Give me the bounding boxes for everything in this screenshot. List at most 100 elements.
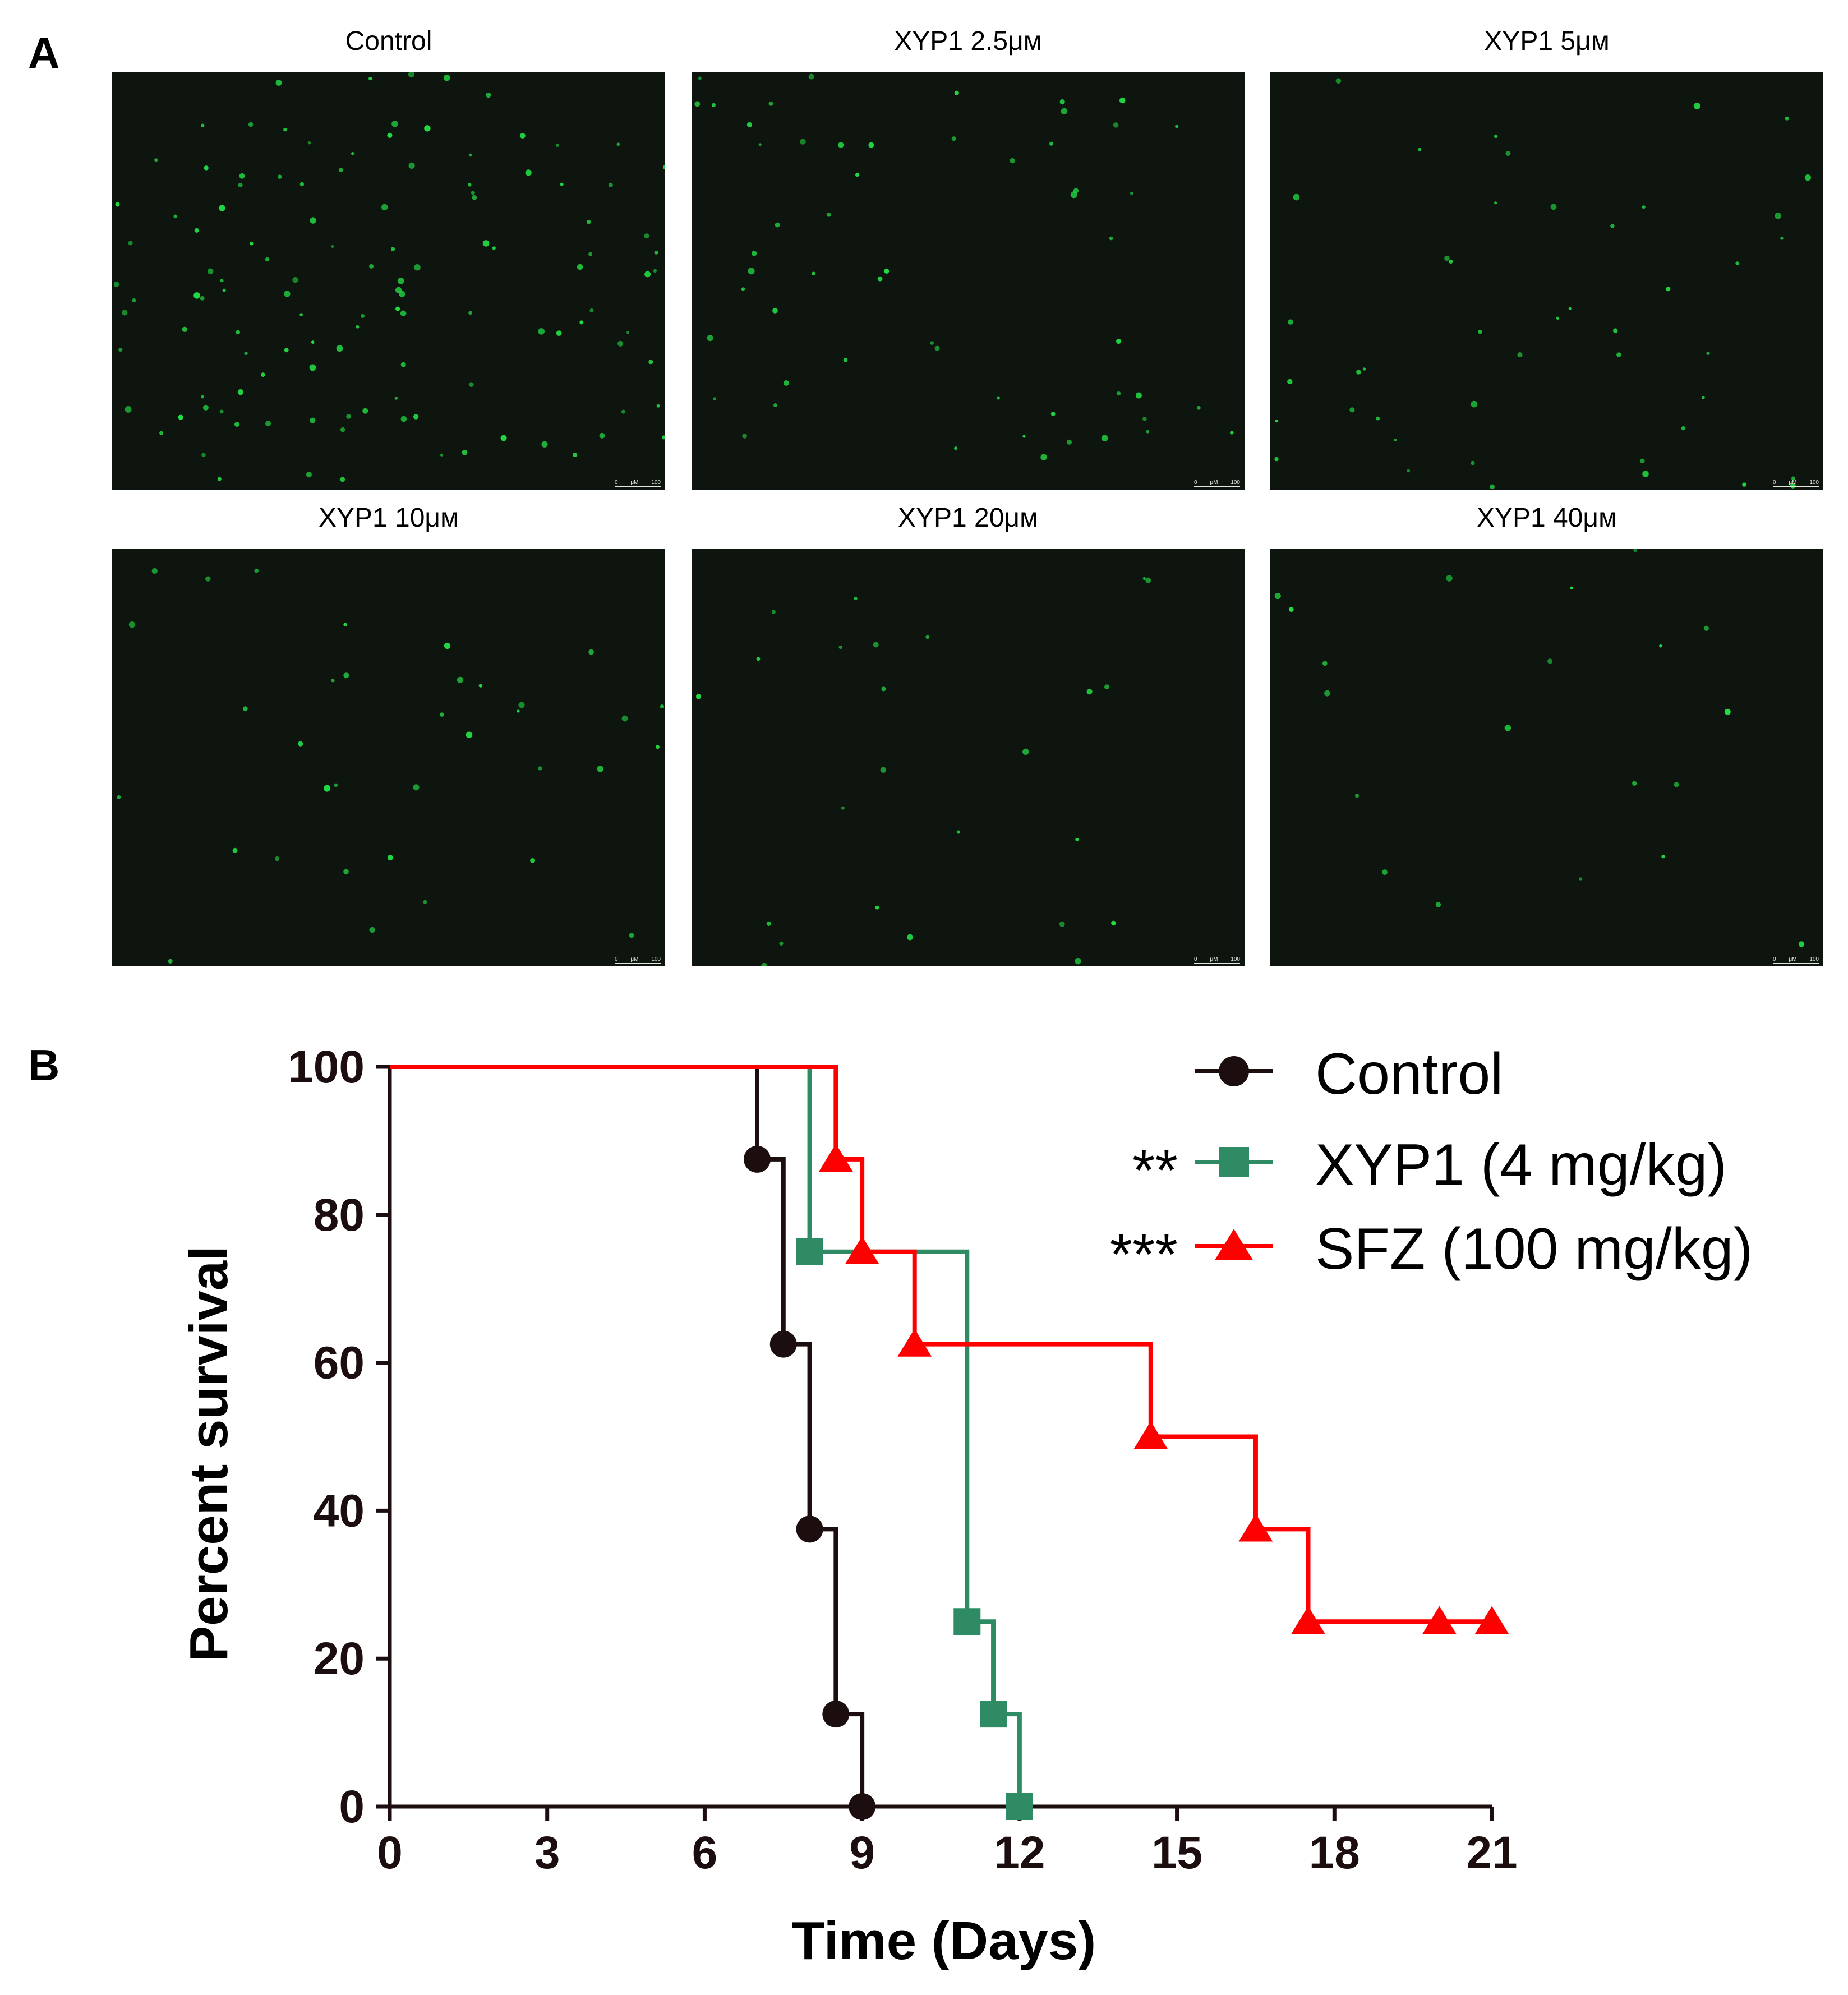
scale-bar-zero: 0 [1194, 956, 1197, 962]
cell-spot [265, 257, 270, 262]
cell-spot [381, 204, 388, 211]
cell-spot [1175, 125, 1179, 128]
cell-spot [597, 766, 603, 772]
cell-spot [254, 568, 259, 573]
cell-spot [1109, 236, 1113, 241]
cell-spot [773, 403, 777, 407]
scale-bar-unit: μM [1789, 480, 1797, 486]
cell-spot [1135, 392, 1142, 399]
micro-image-1: 0 μM 100 [112, 72, 665, 490]
cell-spot [843, 358, 848, 362]
cell-spot [122, 310, 128, 316]
cell-spot [238, 182, 243, 188]
micro-image-3: 0 μM 100 [1270, 72, 1823, 490]
scale-bar-unit: μM [1789, 956, 1797, 962]
y-tick-label: 40 [314, 1485, 365, 1536]
cell-spot [207, 268, 214, 275]
cell-spot [200, 296, 205, 301]
cell-spot [1376, 416, 1380, 421]
cell-spot [841, 806, 845, 810]
cell-spot [346, 414, 351, 419]
cell-spot [656, 745, 660, 749]
micro-image-5: 0 μM 100 [692, 549, 1245, 966]
cell-spot [608, 182, 613, 187]
cell-spot [656, 404, 660, 408]
cell-spot [621, 715, 628, 722]
data-point-triangle [845, 1236, 879, 1264]
scale-bar: 0 μM 100 [615, 480, 661, 487]
cell-spot [907, 934, 913, 941]
x-tick-label: 9 [849, 1827, 875, 1878]
cell-spot [307, 141, 311, 145]
cell-spot [472, 195, 477, 200]
micro-image-2: 0 μM 100 [692, 72, 1245, 490]
cell-spot [616, 142, 620, 146]
cell-spot [1049, 141, 1053, 146]
cell-spot [868, 142, 874, 148]
cell-spot [466, 731, 473, 739]
cell-spot [996, 396, 1000, 400]
cell-spot [283, 127, 287, 132]
chart-series [390, 1065, 1509, 1820]
cell-spot [1579, 877, 1582, 881]
cell-spot [310, 217, 316, 224]
cell-spot [1022, 435, 1026, 438]
cell-spot [278, 174, 282, 179]
data-point-square [980, 1701, 1007, 1728]
cell-spot [128, 241, 133, 246]
cell-spot [1287, 379, 1293, 385]
cell-spot [1449, 259, 1453, 264]
cell-spot [324, 785, 331, 792]
cell-spot [132, 298, 136, 302]
cell-spot [626, 331, 629, 334]
cell-spot [1633, 549, 1637, 552]
cell-spot [741, 287, 745, 291]
cell-spot [413, 784, 420, 791]
cell-spot [1435, 902, 1441, 907]
cell-spot [249, 241, 254, 246]
cell-spot [1394, 438, 1397, 441]
cell-spot [589, 308, 594, 313]
cell-spot [520, 133, 526, 139]
scale-bar-value: 100 [651, 480, 661, 486]
cell-spot [220, 279, 224, 283]
cell-spot [713, 397, 716, 400]
data-point-square [1219, 1147, 1249, 1177]
cell-spot [1022, 748, 1029, 755]
cell-spot [292, 277, 298, 283]
cell-spot [751, 251, 757, 256]
cell-spot [877, 276, 883, 282]
scale-bar-unit: μM [630, 480, 639, 486]
cell-spot [1610, 224, 1615, 228]
cell-spot [244, 351, 248, 356]
cell-spot [395, 306, 400, 311]
cell-spot [779, 941, 784, 946]
data-point-triangle [1214, 1228, 1253, 1260]
cell-spot [1075, 957, 1081, 965]
cell-spot [261, 372, 265, 377]
cell-spot [173, 214, 178, 219]
cell-spot [222, 288, 226, 292]
cell-spot [343, 672, 349, 679]
scale-bar-zero: 0 [615, 480, 618, 486]
cell-spot [154, 158, 158, 162]
scale-bar: 0 μM 100 [1194, 957, 1240, 964]
cell-spot [808, 73, 814, 80]
cell-spot [423, 900, 427, 904]
cell-spot [440, 453, 443, 457]
cell-spot [1471, 460, 1475, 466]
cell-spot [340, 477, 345, 482]
micro-title-6: XYP1 40μм [1476, 503, 1617, 533]
cell-spot [1742, 482, 1746, 487]
cell-spot [654, 250, 658, 255]
cell-spot [694, 101, 701, 107]
cell-spot [1142, 577, 1146, 580]
cell-spot [400, 310, 407, 317]
cell-spot [219, 409, 224, 414]
y-axis-label: Percent survival [179, 1246, 239, 1662]
cell-spot [1288, 319, 1293, 325]
cell-spot [644, 233, 649, 239]
cell-spot [232, 847, 238, 853]
cell-spot [1550, 204, 1557, 210]
cell-spot [1706, 351, 1710, 355]
